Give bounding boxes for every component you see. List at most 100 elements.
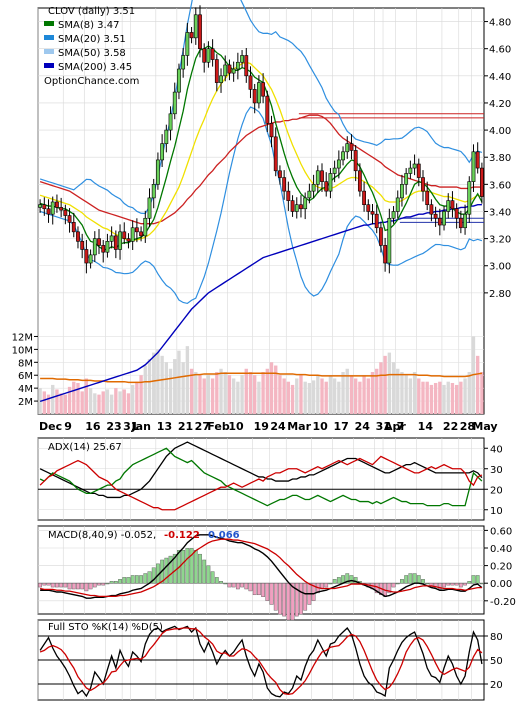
macd-histogram-bar — [353, 577, 358, 584]
macd-histogram-bar — [450, 583, 455, 586]
volume-bar — [282, 378, 286, 414]
macd-tick-label: 0.60 — [490, 526, 512, 537]
volume-bar — [109, 394, 114, 414]
x-tick-label: 27 — [195, 420, 210, 433]
legend-entry: SMA(8) 3.47 — [58, 20, 119, 31]
volume-bar — [349, 375, 354, 414]
candle-body — [307, 190, 312, 199]
candle-body — [240, 55, 244, 63]
candle-body — [214, 59, 219, 83]
candle-body — [425, 190, 430, 205]
candle-body — [349, 143, 354, 151]
volume-bar — [438, 381, 442, 414]
macd-histogram-bar — [143, 573, 148, 584]
macd-histogram-bar — [80, 583, 85, 590]
macd-histogram-bar — [328, 583, 333, 585]
x-tick-label: 17 — [334, 420, 349, 433]
volume-bar — [286, 381, 291, 414]
x-tick-label: 28 — [460, 420, 475, 433]
volume-bar — [72, 381, 76, 414]
candle-body — [463, 213, 467, 229]
candle-body — [126, 238, 131, 242]
macd-histogram-bar — [303, 583, 308, 611]
volume-bar — [358, 381, 362, 414]
price-tick-label: 3.40 — [489, 207, 511, 218]
macd-tick-label: 0.00 — [490, 579, 512, 590]
candle-body — [458, 217, 463, 229]
candle-body — [252, 89, 257, 104]
volume-tick-label: 12M — [12, 332, 33, 343]
macd-histogram-bar — [109, 581, 114, 584]
macd-histogram-bar — [63, 583, 68, 588]
volume-bar — [429, 384, 434, 414]
volume-bar — [135, 381, 139, 414]
volume-bar — [345, 368, 349, 414]
candle-body — [143, 217, 148, 237]
candle-body — [383, 245, 388, 264]
candle-body — [219, 75, 223, 83]
adx-tick-label: 30 — [490, 465, 503, 476]
macd-histogram-bar — [265, 583, 270, 601]
candle-body — [479, 167, 484, 197]
volume-bar — [118, 391, 122, 414]
volume-bar — [223, 372, 227, 414]
volume-bar — [269, 362, 274, 414]
macd-tick-label: 0.20 — [490, 562, 512, 573]
x-tick-label: 21 — [178, 420, 193, 433]
candle-body — [130, 227, 135, 242]
legend-swatch — [44, 63, 54, 68]
macd-histogram-bar — [189, 548, 194, 584]
price-tick-label: 3.60 — [489, 180, 511, 191]
volume-bar — [206, 375, 211, 414]
macd-histogram-bar — [408, 573, 413, 584]
plus-di-line — [39, 455, 483, 511]
macd-histogram-bar — [463, 583, 467, 586]
volume-bar — [375, 368, 379, 414]
volume-bar — [417, 378, 421, 414]
price-tick-label: 3.20 — [489, 235, 511, 246]
volume-bar — [189, 368, 194, 414]
legend-entry: SMA(20) 3.51 — [58, 34, 126, 45]
x-tick-label: 24 — [270, 420, 286, 433]
macd-panel-frame — [37, 525, 485, 615]
macd-histogram-bar — [223, 583, 228, 585]
candle-body — [256, 82, 261, 104]
x-tick-label: Apr — [384, 420, 406, 433]
volume-tick-label: 10M — [12, 345, 33, 356]
candle-body — [437, 217, 442, 226]
volume-bar — [76, 382, 80, 414]
volume-tick-label: 2M — [18, 397, 33, 408]
candle-body — [265, 95, 270, 124]
candle-body — [84, 249, 89, 264]
volume-bar — [80, 391, 84, 414]
upper-band-line — [39, 0, 483, 215]
volume-bar — [122, 389, 126, 414]
macd-histogram-bar — [290, 583, 295, 621]
x-tick-label: 31 — [123, 420, 138, 433]
volume-bar — [164, 362, 169, 414]
volume-bar — [126, 393, 131, 414]
candle-body — [193, 14, 198, 39]
sma20-line — [39, 61, 483, 241]
volume-bar — [320, 378, 324, 414]
volume-bar — [391, 362, 396, 414]
candle-body — [235, 61, 240, 70]
x-tick-label: 10 — [312, 420, 328, 433]
candle-body — [105, 241, 110, 253]
candle-body — [92, 238, 97, 256]
volume-bar — [244, 368, 248, 414]
minus-di-line — [39, 447, 483, 507]
candle-body — [442, 211, 446, 226]
macd-histogram-bar — [42, 583, 47, 586]
x-tick-label: 9 — [64, 420, 72, 433]
macd-signal-line — [39, 538, 482, 598]
volume-bar — [295, 378, 299, 414]
candle-body — [273, 136, 278, 172]
macd-histogram-bar — [454, 583, 459, 586]
macd-histogram-bar — [67, 583, 72, 590]
volume-bar — [412, 372, 417, 414]
macd-histogram-bar — [97, 583, 101, 586]
x-tick-label: 13 — [157, 420, 172, 433]
